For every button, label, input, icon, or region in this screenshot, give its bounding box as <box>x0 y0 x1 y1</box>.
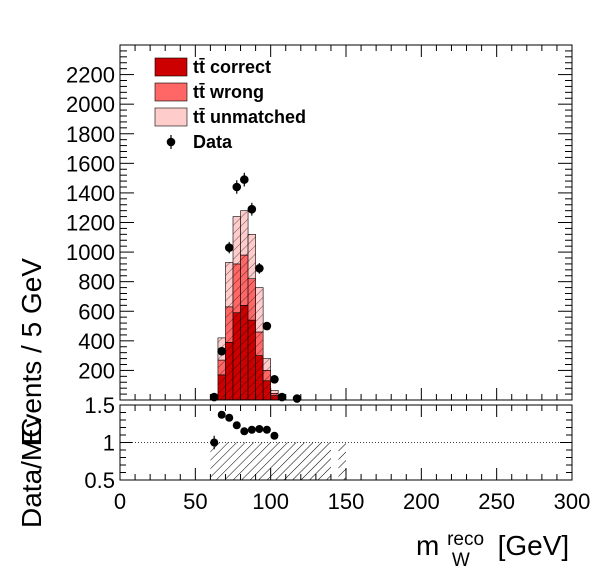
legend: tt̄ correct tt̄ wrong tt̄ unmatched Data <box>154 57 306 152</box>
y-tick-label: 1800 <box>66 122 115 147</box>
ratio-point <box>247 425 256 434</box>
legend-swatch-0 <box>154 57 188 77</box>
ratio-point <box>225 413 234 422</box>
ratio-y-tick-label: 1 <box>103 431 115 456</box>
data-point <box>232 182 242 192</box>
uncertainty-band-85 <box>248 234 256 400</box>
main-panel: 200 400 600 800 1000 1200 1400 1600 1800 2000 2200 <box>66 44 573 403</box>
ratio-point <box>232 421 241 430</box>
x-axis-title-sub: W <box>452 550 470 571</box>
y-tick-label: 1600 <box>66 151 115 176</box>
ratio-point <box>217 410 226 419</box>
uncertainty-band-100 <box>270 390 279 400</box>
ratio-point <box>255 425 264 433</box>
y-tick-label: 800 <box>78 270 115 295</box>
ratio-panel: 0.5 1 1.5 0 50 100 150 200 250 300 <box>84 393 590 514</box>
main-plot-area <box>120 45 572 400</box>
data-point <box>292 394 302 403</box>
ratio-uncertainty-band-1 <box>338 442 346 480</box>
data-point <box>224 243 234 252</box>
ratio-y-axis-title: Data/MC <box>16 418 47 528</box>
data-point <box>255 264 264 273</box>
ratio-point <box>240 427 249 436</box>
y-tick-label: 1400 <box>66 181 115 206</box>
y-tick-label: 2200 <box>66 63 115 88</box>
data-point <box>217 346 226 356</box>
y-tick-label: 1000 <box>66 240 115 265</box>
x-tick-label: 250 <box>478 489 515 514</box>
legend-swatch-1 <box>154 82 188 102</box>
x-tick-label: 50 <box>183 489 207 514</box>
legend-label-2: tt̄ unmatched <box>193 107 306 127</box>
x-tick-label: 0 <box>114 489 126 514</box>
uncertainty-band-90 <box>255 287 264 400</box>
ratio-point <box>270 431 279 440</box>
x-tick-label: 100 <box>252 489 289 514</box>
y-axis-title: Events / 5 GeV <box>16 258 47 447</box>
legend-swatch-2 <box>154 107 188 127</box>
uncertainty-band-70 <box>225 262 233 400</box>
data-point <box>209 392 219 402</box>
ratio-y-tick-label: 0.5 <box>84 468 115 493</box>
uncertainty-band-95 <box>263 358 271 400</box>
x-tick-label: 150 <box>328 489 365 514</box>
y-tick-label: 1200 <box>66 211 115 236</box>
legend-label-data: Data <box>193 132 233 152</box>
y-tick-label: 400 <box>78 329 115 354</box>
x-axis-title-units: [GeV] <box>498 530 570 561</box>
x-axis-title-sup: reco <box>447 529 484 550</box>
y-tick-label: 200 <box>78 358 115 383</box>
ratio-y-tick-label: 1.5 <box>84 393 115 418</box>
x-tick-label: 200 <box>403 489 440 514</box>
data-point <box>270 374 279 384</box>
ratio-point <box>210 438 219 447</box>
data-point <box>247 204 257 214</box>
data-point <box>240 175 249 184</box>
y-tick-label: 2000 <box>66 92 115 117</box>
x-axis-title-main: m <box>416 530 439 561</box>
x-axis-title: m reco W [GeV] <box>416 529 569 571</box>
data-point <box>262 321 272 331</box>
x-tick-label: 300 <box>554 489 591 514</box>
uncertainty-band-80 <box>240 210 249 400</box>
uncertainty-band-75 <box>233 216 241 400</box>
legend-label-1: tt̄ wrong <box>193 82 264 102</box>
legend-label-0: tt̄ correct <box>193 57 271 77</box>
ratio-point <box>262 425 271 434</box>
data-point <box>277 392 287 402</box>
y-tick-label: 600 <box>78 299 115 324</box>
uncertainty-band-65 <box>217 337 226 400</box>
